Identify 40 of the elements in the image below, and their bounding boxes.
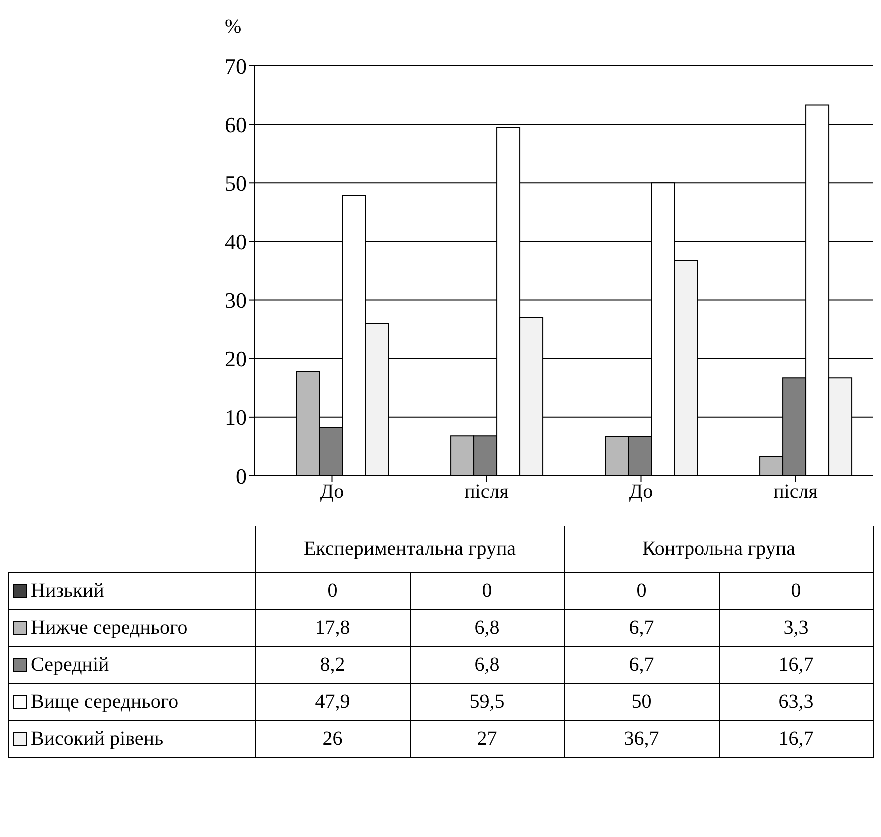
data-label: 17,8 — [256, 610, 410, 646]
data-label: 26 — [256, 720, 410, 758]
y-tick-label: 70 — [225, 54, 247, 79]
data-label: 36,7 — [564, 720, 720, 758]
x-tick-label: після — [464, 481, 509, 504]
data-label: 50 — [564, 684, 720, 720]
data-label: 0 — [256, 572, 410, 610]
legend-label: Середній — [8, 646, 256, 684]
data-label: 27 — [410, 720, 565, 758]
legend-label: Вище середнього — [8, 684, 256, 720]
data-label: 59,5 — [410, 684, 565, 720]
y-axis-title: % — [225, 16, 242, 38]
text: Експериментальна група — [256, 526, 565, 572]
legend-label: Нижче середнього — [8, 610, 256, 646]
text: Контрольна група — [564, 526, 874, 572]
data-label: 6,8 — [410, 646, 565, 684]
y-tick-label: 40 — [225, 230, 247, 255]
data-label: 63,3 — [719, 684, 874, 720]
data-label: 6,7 — [564, 610, 720, 646]
y-tick-label: 50 — [225, 170, 247, 196]
data-label: 47,9 — [256, 684, 410, 720]
y-tick-label: 30 — [225, 288, 247, 314]
data-label: 0 — [564, 572, 720, 610]
data-label: 16,7 — [719, 646, 874, 684]
legend-label: Високий рівень — [8, 720, 256, 758]
data-label: 8,2 — [256, 646, 410, 684]
y-tick-label: 0 — [236, 464, 247, 489]
data-label: 0 — [410, 572, 565, 610]
x-tick-label: До — [320, 481, 344, 504]
y-tick-label: 60 — [225, 112, 247, 138]
legend-label: Низький — [8, 572, 256, 610]
data-label: 6,8 — [410, 610, 565, 646]
data-label: 6,7 — [564, 646, 720, 684]
y-tick-label: 10 — [225, 405, 247, 430]
data-label: 0 — [719, 572, 874, 610]
y-tick-label: 20 — [225, 346, 247, 372]
data-label: 3,3 — [719, 610, 874, 646]
data-label: 16,7 — [719, 720, 874, 758]
x-tick-label: після — [774, 481, 818, 504]
x-tick-label: До — [629, 481, 654, 504]
